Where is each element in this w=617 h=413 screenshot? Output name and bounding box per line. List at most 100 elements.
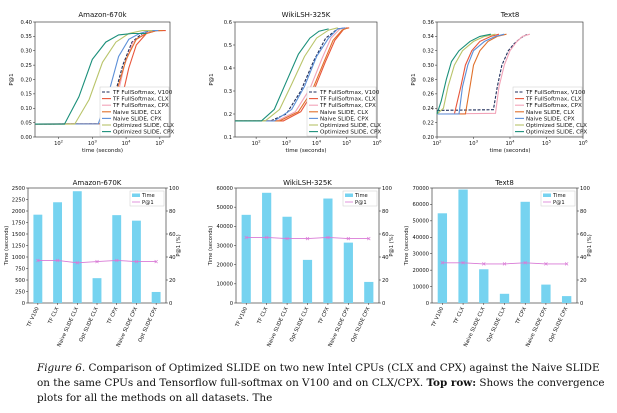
y-tick-label: 0.25 — [20, 63, 32, 69]
caption-rest: Shows the convergence plots for all the … — [37, 377, 605, 404]
y2-tick-label: 80 — [580, 209, 587, 215]
y-tick-label: 0.10 — [20, 106, 32, 112]
x-tick-label: 103 — [88, 139, 98, 148]
y2-tick-label: 60 — [382, 232, 389, 238]
y2-tick-label: 40 — [169, 255, 176, 261]
y2-tick-label: 20 — [382, 278, 389, 284]
x-tick-label: 105 — [342, 139, 352, 148]
x-tick-label: 102 — [54, 139, 64, 148]
y-tick-label: 0.35 — [20, 34, 32, 40]
legend-label: Naive SLIDE, CLX — [320, 110, 368, 116]
bar-time — [458, 189, 468, 303]
bar-time — [262, 192, 272, 303]
y2-tick-label: 0 — [580, 301, 583, 307]
category-label: Opt SLIDE CPX — [548, 306, 570, 343]
line-chart-2: WikiLSH-325K 0.1 0.2 0.3 0.4 0.5 0.6 102 103 104 1… — [209, 11, 382, 154]
p1-marker — [523, 261, 527, 265]
category-label: Naive SLIDE CPX — [525, 306, 549, 348]
caption-text: Comparison of Optimized SLIDE on two new… — [37, 362, 600, 389]
y-tick-label: 0 — [230, 301, 233, 307]
y-tick-label: 0.6 — [224, 20, 232, 26]
y-tick-label: 0.20 — [20, 77, 32, 83]
y-tick-label: 30000 — [216, 243, 233, 249]
y-tick-label: 250 — [15, 289, 25, 295]
y-tick-label: 0.24 — [422, 106, 434, 112]
bar-chart-1: Amazon-670K02505007501000125015001750200… — [4, 179, 182, 348]
series-line-5 — [437, 33, 505, 115]
category-label: TF CLX — [452, 306, 466, 326]
y-tick-label: 500 — [15, 278, 25, 284]
p1-marker — [326, 235, 330, 240]
y2-axis-label: P@1 (%) — [587, 234, 593, 256]
legend-box — [99, 86, 170, 137]
y-tick-label: 0.3 — [224, 89, 232, 95]
y2-tick-label: 60 — [580, 232, 587, 238]
series-line-4 — [235, 27, 349, 122]
p1-marker — [134, 259, 139, 264]
y-tick-label: 1500 — [12, 232, 25, 238]
chart-title: Amazon-670k — [78, 11, 127, 19]
caption-figure-label: Figure 6. — [37, 362, 86, 374]
y2-tick-label: 100 — [382, 186, 392, 192]
y-tick-label: 0.34 — [422, 34, 434, 40]
legend-label: Time — [141, 193, 155, 199]
legend-label: Naive SLIDE, CLX — [113, 110, 161, 116]
category-label: Opt SLIDE CPX — [350, 306, 372, 343]
plot-frame — [234, 21, 378, 138]
y-tick-label: 0.32 — [422, 49, 434, 55]
p1-marker — [244, 235, 248, 240]
y2-tick-label: 40 — [382, 255, 389, 261]
bar-time — [241, 214, 251, 303]
legend-label: Naive SLIDE, CLX — [526, 110, 574, 116]
y-tick-label: 0.30 — [422, 63, 434, 69]
p1-marker — [95, 259, 99, 264]
y2-tick-label: 60 — [169, 232, 176, 238]
series-line-2 — [235, 27, 350, 122]
series-line-7 — [35, 32, 147, 125]
p1-marker — [440, 261, 445, 265]
y2-tick-label: 20 — [580, 278, 587, 284]
x-axis-label: time (seconds) — [286, 148, 327, 154]
y-tick-label: 2500 — [12, 186, 25, 192]
category-label: Naive SLIDE CPX — [115, 306, 139, 348]
category-label: Opt SLIDE CLX — [289, 306, 311, 343]
y-tick-label: 60000 — [216, 186, 233, 192]
x-tick-label: 105 — [542, 139, 552, 148]
chart-title: WikiLSH-325K — [282, 11, 331, 19]
y-tick-label: 2250 — [12, 197, 25, 203]
y-axis-label: P@1 — [411, 73, 417, 85]
x-tick-label: 103 — [469, 139, 479, 148]
bar-time — [72, 191, 82, 303]
p1-marker — [305, 236, 310, 241]
p1-marker — [55, 258, 60, 263]
y-tick-label: 50000 — [412, 219, 429, 225]
series-line-6 — [436, 33, 496, 115]
category-label: Naive SLIDE CLX — [463, 306, 487, 348]
y2-tick-label: 80 — [169, 209, 176, 215]
y2-tick-label: 0 — [382, 301, 385, 307]
legend-label: Time — [552, 193, 566, 199]
y-tick-label: 70000 — [412, 186, 429, 192]
y2-axis-label: P@1 (%) — [176, 234, 182, 256]
legend-label: Naive SLIDE, CPX — [320, 116, 369, 122]
y-axis-label: Time (seconds) — [4, 226, 10, 267]
y-tick-label: 0.36 — [422, 20, 434, 26]
legend-label: Optimized SLIDE, CPX — [320, 130, 381, 136]
p1-marker — [264, 235, 269, 240]
legend-label: TF FullSoftmax, CLX — [525, 97, 582, 103]
y-tick-label: 20000 — [412, 268, 429, 274]
y2-tick-label: 20 — [169, 278, 176, 284]
bar-time — [561, 296, 572, 303]
p1-marker — [285, 236, 289, 241]
y-tick-label: 0.5 — [224, 43, 232, 49]
legend-label: TF FullSoftmax, V100 — [319, 90, 380, 96]
bar-time — [302, 259, 313, 303]
category-label: Opt SLIDE CLX — [486, 306, 508, 343]
p1-marker — [564, 262, 569, 266]
category-label: TF V100 — [234, 306, 249, 329]
chart-title: Amazon-670K — [73, 179, 122, 187]
